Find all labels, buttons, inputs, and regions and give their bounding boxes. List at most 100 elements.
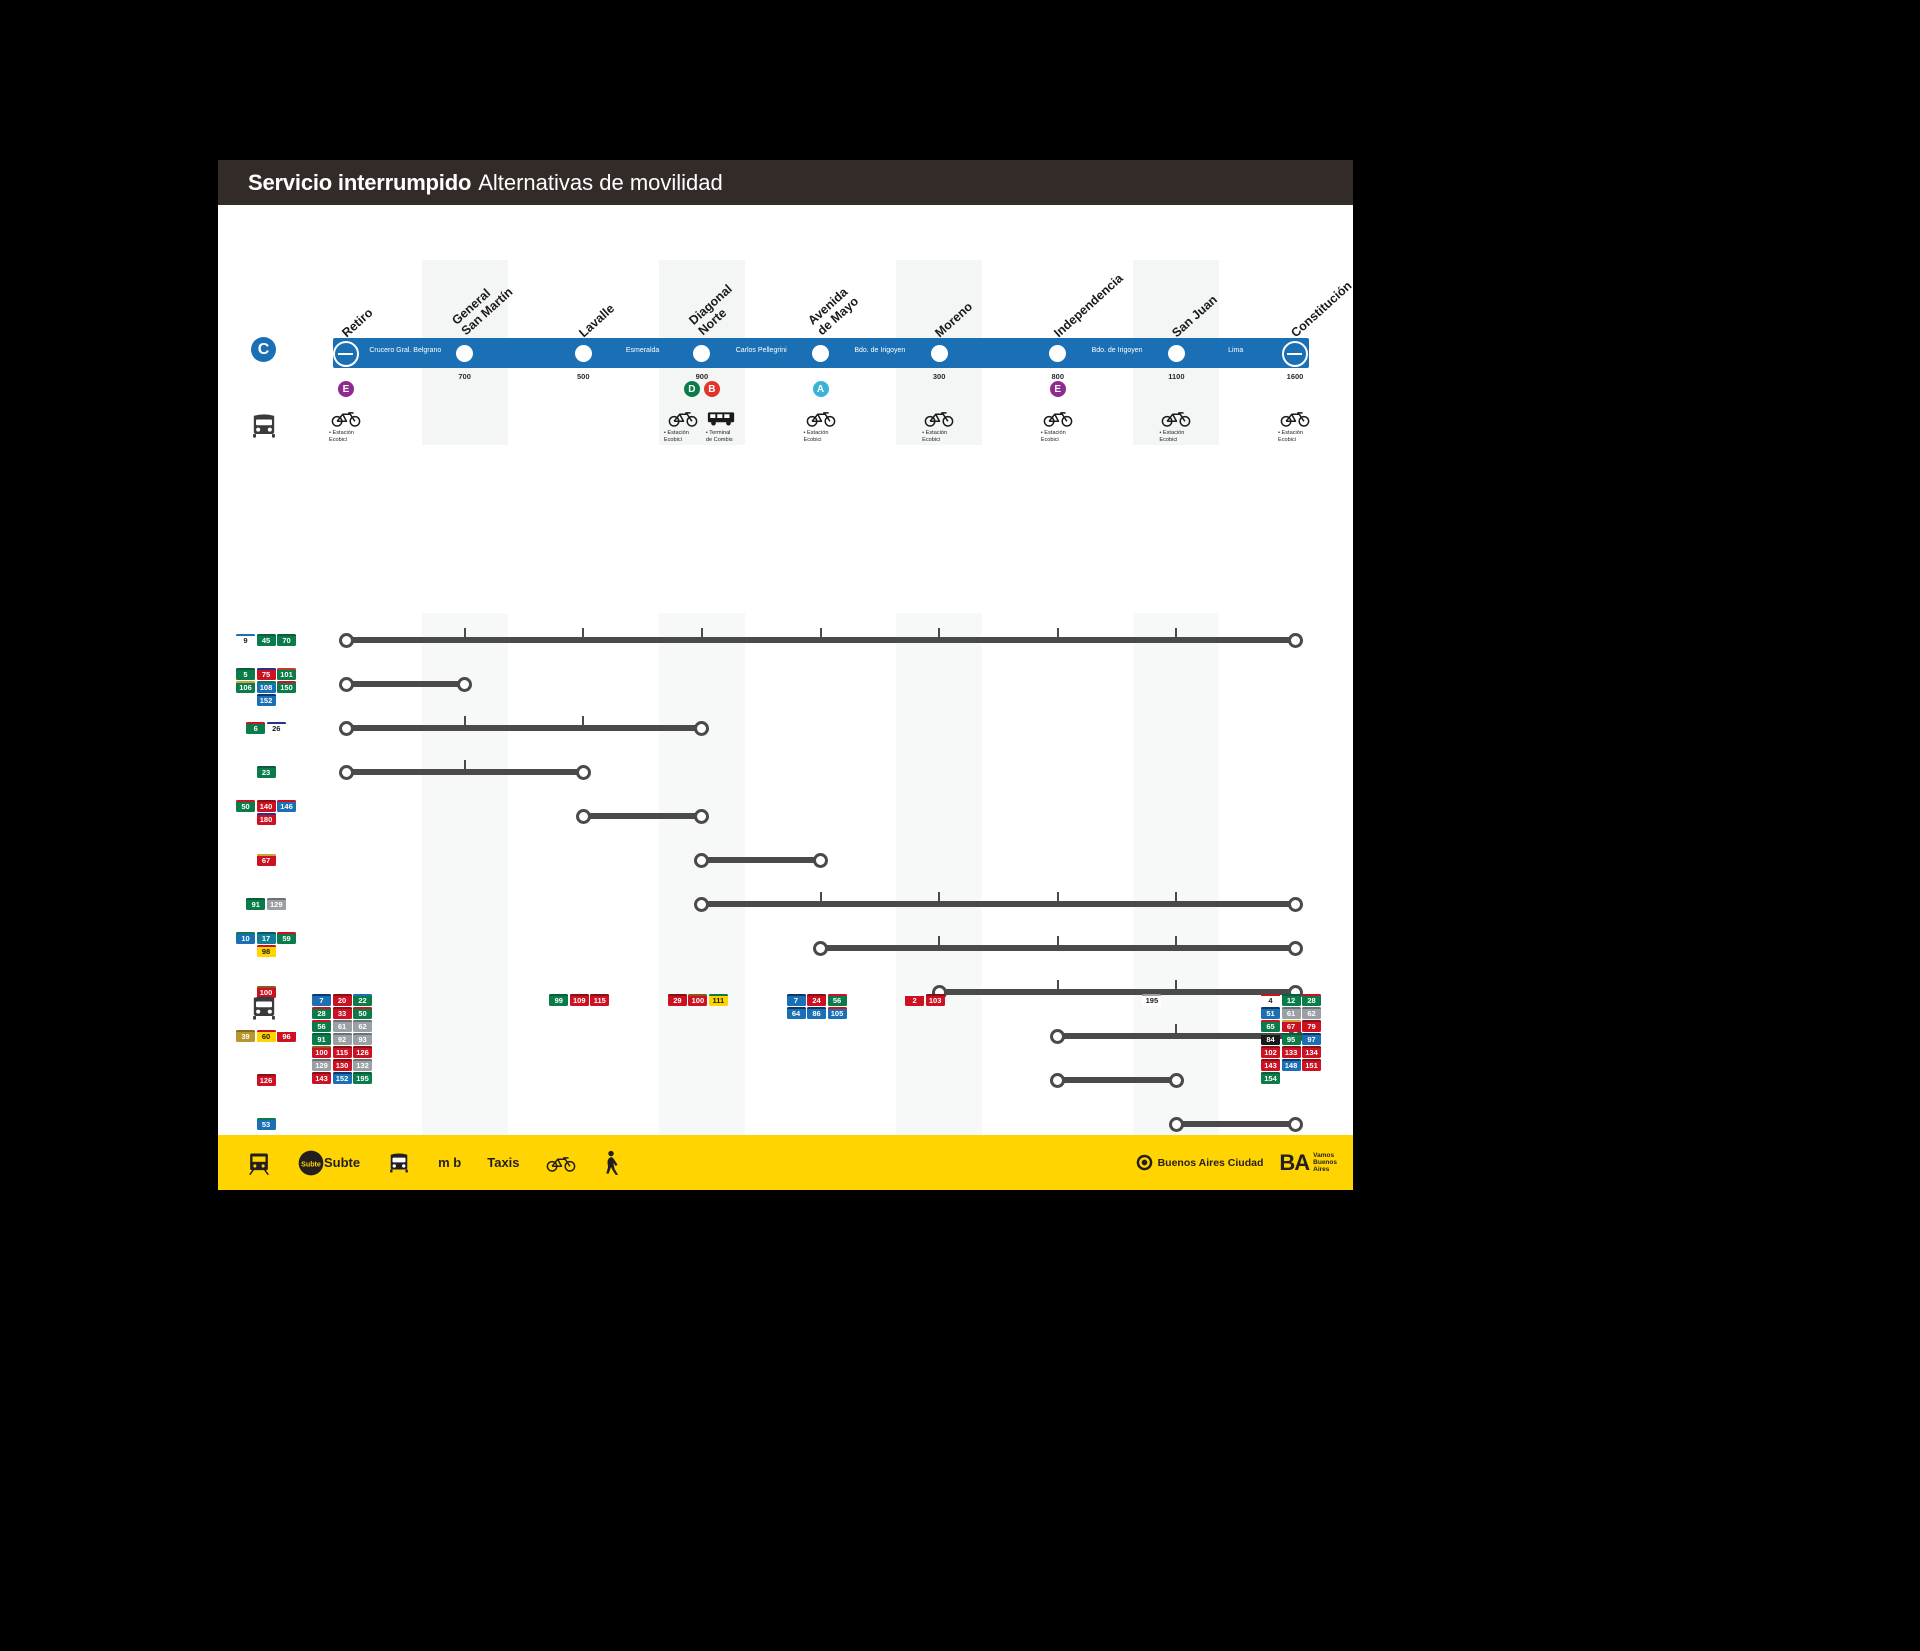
- bus-line-badge[interactable]: 98: [256, 945, 276, 957]
- bus-line-badge[interactable]: 60: [256, 1030, 276, 1042]
- bus-line-badge[interactable]: 91: [312, 1033, 331, 1045]
- bus-line-badge[interactable]: 129: [312, 1059, 331, 1071]
- bus-line-badge[interactable]: 33: [332, 1007, 352, 1019]
- footer-mode-train[interactable]: [246, 1150, 272, 1176]
- route-span-bar[interactable]: [1057, 1033, 1295, 1039]
- route-endpoint-start[interactable]: [575, 808, 591, 824]
- bus-line-badge[interactable]: 65: [1261, 1020, 1280, 1032]
- bus-line-badge[interactable]: 105: [827, 1007, 847, 1019]
- footer-mode-metrobus[interactable]: m b: [438, 1155, 461, 1170]
- route-endpoint-start[interactable]: [338, 632, 354, 648]
- route-span-bar[interactable]: [346, 681, 465, 687]
- bus-line-badge[interactable]: 133: [1281, 1046, 1301, 1058]
- bus-line-badge[interactable]: 50: [353, 1007, 372, 1019]
- route-endpoint-end[interactable]: [457, 676, 473, 692]
- bus-line-badge[interactable]: 26: [266, 722, 286, 734]
- station-dot-3[interactable]: [693, 345, 711, 362]
- bus-line-badge[interactable]: 180: [256, 813, 276, 825]
- bus-line-badge[interactable]: 115: [590, 994, 610, 1006]
- bus-line-badge[interactable]: 103: [925, 994, 945, 1006]
- route-endpoint-start[interactable]: [338, 720, 354, 736]
- bus-line-badge[interactable]: 59: [277, 932, 296, 944]
- bus-line-badge[interactable]: 102: [1261, 1046, 1280, 1058]
- route-endpoint-start[interactable]: [1050, 1072, 1066, 1088]
- bus-line-badge[interactable]: 51: [1261, 1007, 1280, 1019]
- station-dot-1[interactable]: [456, 345, 474, 362]
- bus-line-badge[interactable]: 86: [807, 1007, 826, 1019]
- transfer-line-A-badge[interactable]: A: [812, 381, 829, 397]
- bus-line-badge[interactable]: 79: [1302, 1020, 1321, 1032]
- route-endpoint-end[interactable]: [813, 852, 828, 868]
- route-span-bar[interactable]: [346, 637, 1295, 643]
- bus-line-badge[interactable]: 95: [1281, 1033, 1301, 1045]
- route-endpoint-end[interactable]: [694, 720, 710, 736]
- station-dot-4[interactable]: [812, 345, 829, 362]
- bus-line-badge[interactable]: 61: [332, 1020, 352, 1032]
- transfer-line-B-badge[interactable]: B: [703, 381, 720, 397]
- route-span-bar[interactable]: [346, 725, 702, 731]
- bus-line-badge[interactable]: 56: [312, 1020, 331, 1032]
- route-span-bar[interactable]: [701, 901, 1295, 907]
- bus-line-badge[interactable]: 67: [256, 854, 276, 866]
- station-terminal-marker-0[interactable]: [333, 341, 359, 367]
- bus-line-badge[interactable]: 10: [236, 932, 255, 944]
- bus-line-badge[interactable]: 91: [246, 898, 266, 910]
- bus-line-badge[interactable]: 151: [1302, 1059, 1321, 1071]
- footer-mode-taxi[interactable]: Taxis: [487, 1155, 519, 1170]
- bus-line-badge[interactable]: 126: [353, 1046, 372, 1058]
- bus-line-badge[interactable]: 101: [277, 668, 296, 680]
- bus-line-badge[interactable]: 7: [786, 994, 806, 1006]
- bus-line-badge[interactable]: 154: [1261, 1072, 1280, 1084]
- bus-line-badge[interactable]: 39: [236, 1030, 255, 1042]
- bus-line-badge[interactable]: 143: [312, 1072, 331, 1084]
- footer-mode-bus[interactable]: [386, 1150, 412, 1176]
- route-span-bar[interactable]: [346, 769, 584, 775]
- bus-line-badge[interactable]: 50: [236, 800, 255, 812]
- bus-line-badge[interactable]: 92: [332, 1033, 352, 1045]
- transfer-line-E-badge[interactable]: E: [338, 381, 354, 397]
- bus-line-badge[interactable]: 17: [256, 932, 276, 944]
- route-endpoint-start[interactable]: [1168, 1116, 1184, 1132]
- station-dot-7[interactable]: [1167, 345, 1185, 362]
- route-span-bar[interactable]: [701, 857, 821, 863]
- bus-line-badge[interactable]: 129: [266, 898, 286, 910]
- footer-mode-subte[interactable]: Subte Subte: [298, 1150, 360, 1176]
- bus-line-badge[interactable]: 29: [667, 994, 687, 1006]
- bus-line-badge[interactable]: 111: [708, 994, 728, 1006]
- station-dot-6[interactable]: [1049, 345, 1067, 362]
- bus-line-badge[interactable]: 152: [256, 694, 276, 706]
- bus-line-badge[interactable]: 2: [905, 994, 925, 1006]
- bus-line-badge[interactable]: 56: [827, 994, 847, 1006]
- bus-line-badge[interactable]: 70: [277, 634, 296, 646]
- route-endpoint-start[interactable]: [338, 764, 354, 780]
- bus-line-badge[interactable]: 4: [1261, 994, 1280, 1006]
- route-endpoint-end[interactable]: [1287, 1116, 1303, 1132]
- bus-line-badge[interactable]: 75: [256, 668, 276, 680]
- bus-line-badge[interactable]: 150: [277, 681, 296, 693]
- bus-line-badge[interactable]: 134: [1302, 1046, 1321, 1058]
- footer-mode-bike[interactable]: [546, 1153, 576, 1173]
- route-span-bar[interactable]: [1176, 1121, 1295, 1127]
- route-endpoint-end[interactable]: [1287, 940, 1303, 956]
- transfer-line-D-badge[interactable]: D: [683, 381, 700, 397]
- bus-line-badge[interactable]: 109: [569, 994, 589, 1006]
- bus-line-badge[interactable]: 108: [256, 681, 276, 693]
- route-endpoint-end[interactable]: [694, 808, 710, 824]
- bus-line-badge[interactable]: 61: [1281, 1007, 1301, 1019]
- bus-line-badge[interactable]: 5: [236, 668, 255, 680]
- route-span-bar[interactable]: [939, 989, 1295, 995]
- route-span-bar[interactable]: [1057, 1077, 1177, 1083]
- bus-line-badge[interactable]: 99: [549, 994, 569, 1006]
- bus-line-badge[interactable]: 67: [1281, 1020, 1301, 1032]
- bus-line-badge[interactable]: 93: [353, 1033, 372, 1045]
- bus-line-badge[interactable]: 195: [353, 1072, 372, 1084]
- bus-line-badge[interactable]: 84: [1261, 1033, 1280, 1045]
- bus-line-badge[interactable]: 62: [1302, 1007, 1321, 1019]
- route-endpoint-start[interactable]: [694, 852, 710, 868]
- transfer-line-E-badge[interactable]: E: [1049, 381, 1066, 397]
- route-endpoint-start[interactable]: [694, 896, 710, 912]
- bus-line-badge[interactable]: 53: [256, 1118, 276, 1130]
- bus-line-badge[interactable]: 24: [807, 994, 826, 1006]
- footer-mode-pedestrian[interactable]: [602, 1150, 620, 1176]
- bus-line-badge[interactable]: 97: [1302, 1033, 1321, 1045]
